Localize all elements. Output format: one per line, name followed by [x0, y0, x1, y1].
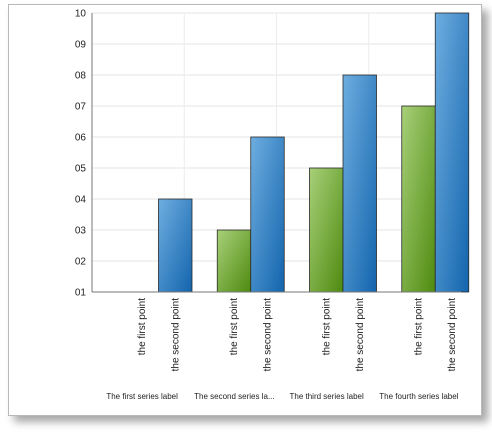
y-tick-label: 02 — [75, 257, 87, 268]
x-group-label: The third series label — [289, 392, 363, 401]
y-tick-label: 07 — [75, 102, 87, 113]
bar-first-point[interactable] — [309, 167, 344, 293]
bar-first-point[interactable] — [401, 105, 436, 293]
axis-layer: 01 02 03 04 05 06 07 08 09 10 — [75, 9, 461, 299]
x-point-label: the second point — [355, 298, 366, 372]
bar-second-point[interactable] — [434, 12, 470, 293]
y-tick-label: 05 — [75, 164, 87, 175]
x-group-label: The fourth series label — [379, 392, 458, 401]
x-point-label: the first point — [414, 298, 425, 355]
y-tick-label: 03 — [75, 226, 87, 237]
x-point-label: the first point — [321, 298, 332, 355]
y-tick-label: 08 — [75, 71, 87, 82]
y-tick-label: 06 — [75, 133, 87, 144]
x-point-label: the second point — [447, 298, 458, 372]
x-point-label: the second point — [170, 298, 181, 372]
x-point-label: the second point — [263, 298, 274, 372]
y-tick-label: 09 — [75, 40, 87, 51]
bar-second-point[interactable] — [342, 74, 377, 293]
x-point-label: the first point — [137, 298, 148, 355]
x-group-label: The first series label — [106, 392, 178, 401]
label-layer: the first point the second point The first… — [106, 298, 458, 401]
bar-second-point[interactable] — [250, 136, 285, 293]
bar-layer — [158, 12, 470, 293]
y-tick-label: 01 — [75, 288, 87, 299]
bar-first-point[interactable] — [216, 229, 252, 293]
y-tick-label: 04 — [75, 195, 87, 206]
x-group-label: The second series la... — [194, 392, 274, 401]
y-tick-label: 10 — [75, 9, 87, 20]
x-point-label: the first point — [229, 298, 240, 355]
bar-second-point[interactable] — [158, 198, 193, 293]
